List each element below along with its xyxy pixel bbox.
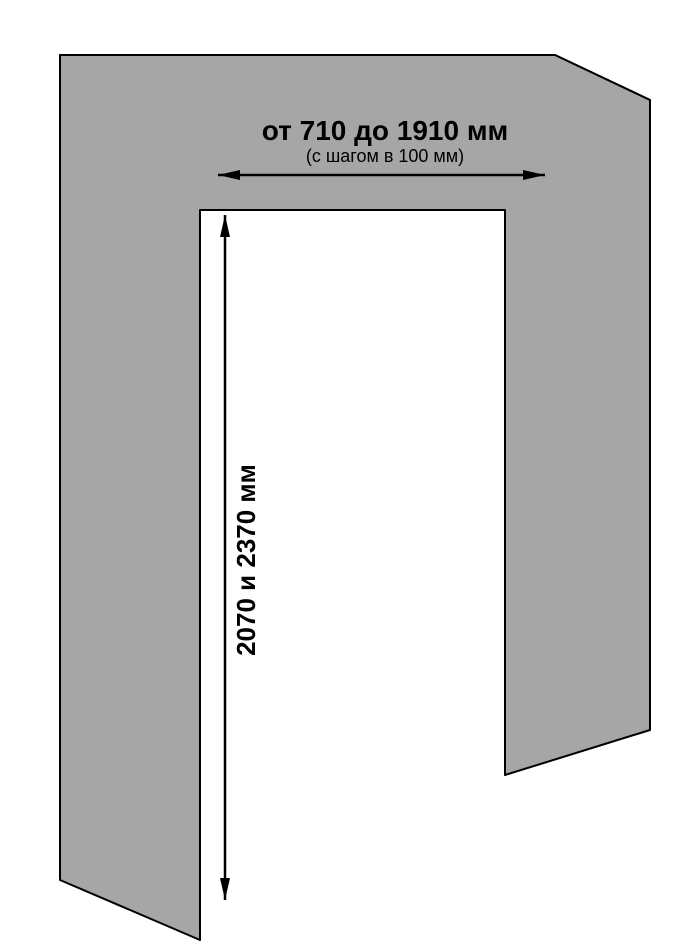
width-sub-label: (с шагом в 100 мм) bbox=[306, 146, 464, 166]
width-main-label: от 710 до 1910 мм bbox=[262, 115, 509, 146]
height-main-label: 2070 и 2370 мм bbox=[231, 464, 261, 656]
frame-front-face bbox=[60, 55, 650, 940]
door-frame-diagram: от 710 до 1910 мм (с шагом в 100 мм) 207… bbox=[0, 0, 700, 943]
height-dimension: 2070 и 2370 мм bbox=[220, 215, 261, 900]
